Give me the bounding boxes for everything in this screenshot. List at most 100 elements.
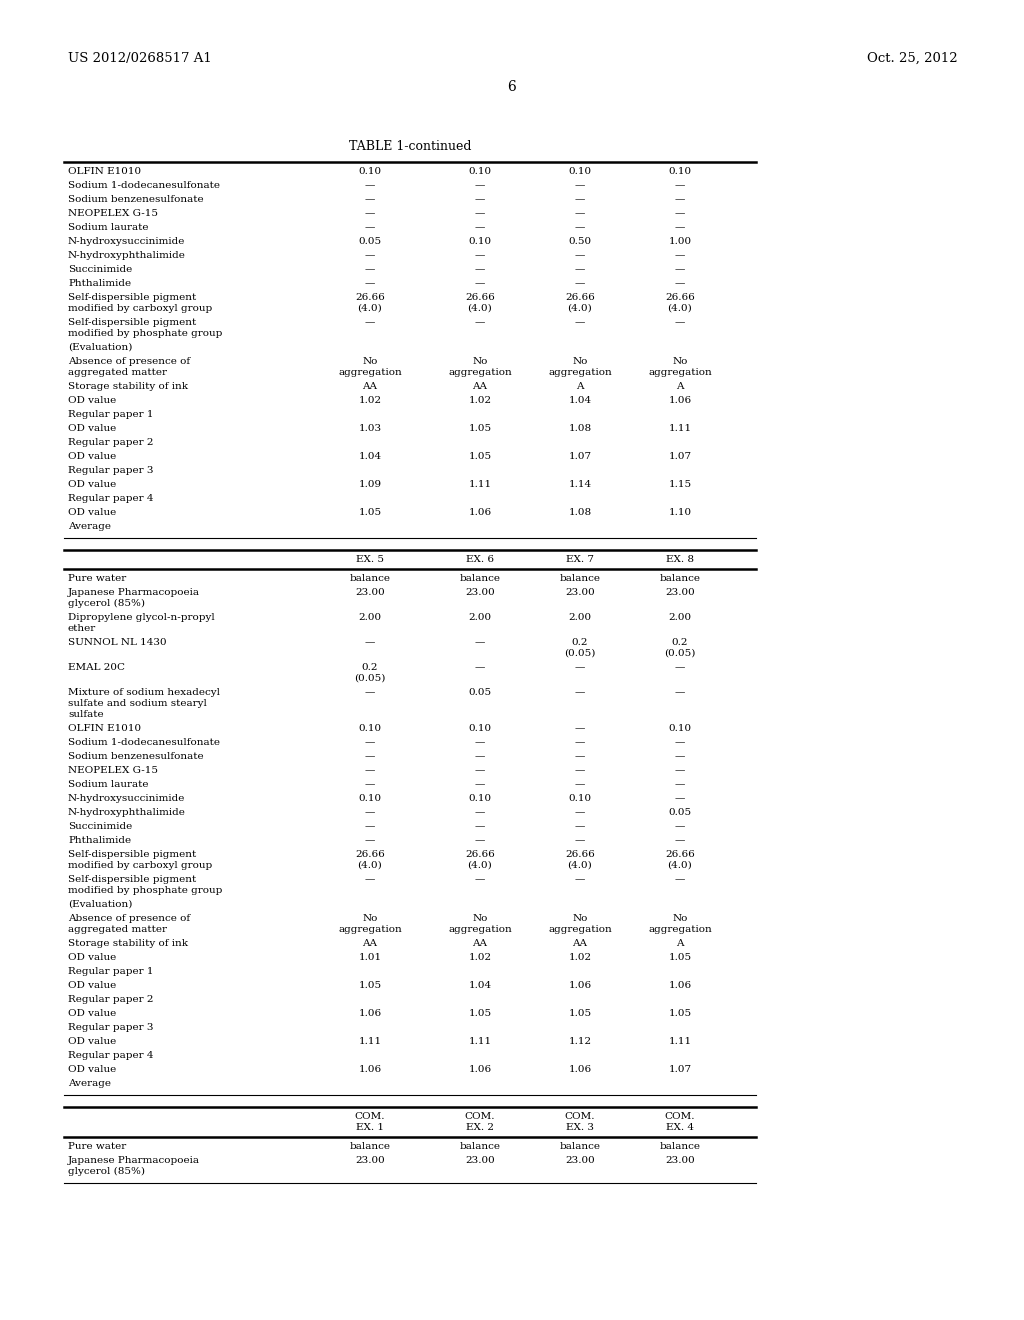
Text: Regular paper 2: Regular paper 2 [68, 438, 154, 447]
Text: 0.10: 0.10 [358, 723, 382, 733]
Text: 1.11: 1.11 [669, 1038, 691, 1045]
Text: OD value: OD value [68, 1038, 117, 1045]
Text: AA: AA [472, 381, 487, 391]
Text: 26.66: 26.66 [565, 293, 595, 302]
Text: —: — [475, 195, 485, 205]
Text: —: — [675, 223, 685, 232]
Text: —: — [475, 318, 485, 327]
Text: No: No [673, 913, 688, 923]
Text: US 2012/0268517 A1: US 2012/0268517 A1 [68, 51, 212, 65]
Text: —: — [475, 780, 485, 789]
Text: 1.00: 1.00 [669, 238, 691, 246]
Text: Phthalimide: Phthalimide [68, 279, 131, 288]
Text: 0.2: 0.2 [571, 638, 588, 647]
Text: 26.66: 26.66 [355, 293, 385, 302]
Text: 23.00: 23.00 [465, 1156, 495, 1166]
Text: AA: AA [362, 939, 378, 948]
Text: —: — [675, 688, 685, 697]
Text: Sodium 1-dodecanesulfonate: Sodium 1-dodecanesulfonate [68, 181, 220, 190]
Text: —: — [365, 638, 375, 647]
Text: 0.10: 0.10 [468, 795, 492, 803]
Text: glycerol (85%): glycerol (85%) [68, 599, 145, 609]
Text: Absence of presence of: Absence of presence of [68, 356, 190, 366]
Text: —: — [365, 808, 375, 817]
Text: EX. 1: EX. 1 [356, 1123, 384, 1133]
Text: 1.07: 1.07 [669, 451, 691, 461]
Text: 1.11: 1.11 [468, 480, 492, 488]
Text: (4.0): (4.0) [567, 861, 592, 870]
Text: —: — [574, 688, 585, 697]
Text: 1.05: 1.05 [669, 1008, 691, 1018]
Text: 1.06: 1.06 [468, 1065, 492, 1074]
Text: —: — [365, 223, 375, 232]
Text: —: — [675, 780, 685, 789]
Text: Storage stability of ink: Storage stability of ink [68, 939, 188, 948]
Text: No: No [673, 356, 688, 366]
Text: 26.66: 26.66 [666, 850, 695, 859]
Text: 1.05: 1.05 [358, 508, 382, 517]
Text: No: No [572, 356, 588, 366]
Text: 23.00: 23.00 [565, 587, 595, 597]
Text: OD value: OD value [68, 451, 117, 461]
Text: 0.2: 0.2 [361, 663, 378, 672]
Text: OD value: OD value [68, 1065, 117, 1074]
Text: Self-dispersible pigment: Self-dispersible pigment [68, 850, 197, 859]
Text: TABLE 1-continued: TABLE 1-continued [349, 140, 471, 153]
Text: Mixture of sodium hexadecyl: Mixture of sodium hexadecyl [68, 688, 220, 697]
Text: 0.10: 0.10 [669, 723, 691, 733]
Text: balance: balance [659, 574, 700, 583]
Text: No: No [472, 913, 487, 923]
Text: aggregation: aggregation [449, 925, 512, 935]
Text: —: — [475, 265, 485, 275]
Text: —: — [475, 638, 485, 647]
Text: —: — [365, 265, 375, 275]
Text: Japanese Pharmacopoeia: Japanese Pharmacopoeia [68, 587, 200, 597]
Text: 1.06: 1.06 [468, 508, 492, 517]
Text: —: — [675, 251, 685, 260]
Text: Storage stability of ink: Storage stability of ink [68, 381, 188, 391]
Text: 0.10: 0.10 [468, 168, 492, 176]
Text: aggregation: aggregation [338, 925, 401, 935]
Text: —: — [574, 822, 585, 832]
Text: 1.02: 1.02 [358, 396, 382, 405]
Text: sulfate and sodium stearyl: sulfate and sodium stearyl [68, 700, 207, 708]
Text: A: A [676, 939, 684, 948]
Text: 0.50: 0.50 [568, 238, 592, 246]
Text: balance: balance [349, 1142, 390, 1151]
Text: Sodium 1-dodecanesulfonate: Sodium 1-dodecanesulfonate [68, 738, 220, 747]
Text: 2.00: 2.00 [669, 612, 691, 622]
Text: 2.00: 2.00 [468, 612, 492, 622]
Text: (4.0): (4.0) [668, 304, 692, 313]
Text: 23.00: 23.00 [355, 587, 385, 597]
Text: 2.00: 2.00 [568, 612, 592, 622]
Text: —: — [574, 738, 585, 747]
Text: aggregation: aggregation [648, 368, 712, 378]
Text: —: — [574, 251, 585, 260]
Text: EX. 7: EX. 7 [566, 554, 594, 564]
Text: 23.00: 23.00 [666, 1156, 695, 1166]
Text: (4.0): (4.0) [468, 304, 493, 313]
Text: —: — [475, 875, 485, 884]
Text: COM.: COM. [354, 1111, 385, 1121]
Text: —: — [475, 251, 485, 260]
Text: aggregation: aggregation [338, 368, 401, 378]
Text: —: — [675, 795, 685, 803]
Text: 1.06: 1.06 [568, 1065, 592, 1074]
Text: 26.66: 26.66 [666, 293, 695, 302]
Text: —: — [475, 181, 485, 190]
Text: —: — [574, 265, 585, 275]
Text: —: — [675, 318, 685, 327]
Text: Dipropylene glycol-n-propyl: Dipropylene glycol-n-propyl [68, 612, 215, 622]
Text: —: — [675, 181, 685, 190]
Text: 23.00: 23.00 [355, 1156, 385, 1166]
Text: 0.10: 0.10 [568, 795, 592, 803]
Text: 0.10: 0.10 [468, 238, 492, 246]
Text: —: — [365, 780, 375, 789]
Text: (4.0): (4.0) [357, 861, 382, 870]
Text: —: — [475, 663, 485, 672]
Text: balance: balance [349, 574, 390, 583]
Text: NEOPELEX G-15: NEOPELEX G-15 [68, 766, 158, 775]
Text: aggregated matter: aggregated matter [68, 368, 167, 378]
Text: COM.: COM. [465, 1111, 496, 1121]
Text: —: — [675, 265, 685, 275]
